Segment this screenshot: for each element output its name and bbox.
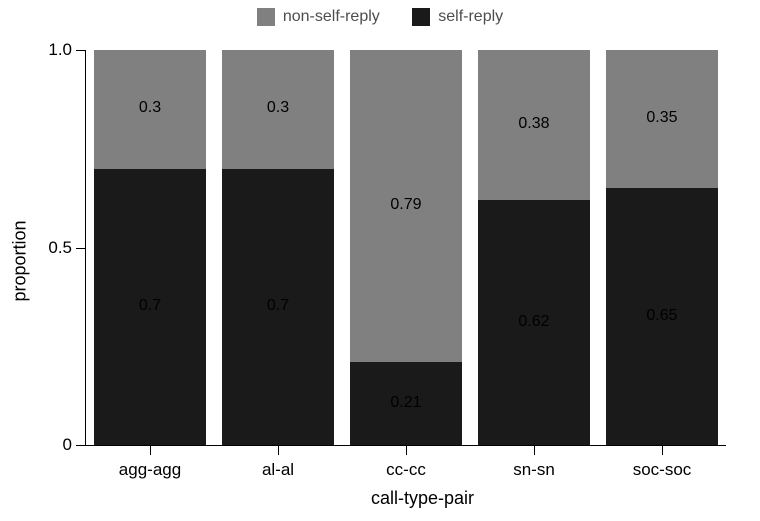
y-tick-label: 0.5 (48, 238, 72, 258)
x-tick-label: agg-agg (119, 460, 181, 480)
legend-swatch-self-reply (412, 8, 430, 26)
bar-value-non-self-reply: 0.3 (94, 99, 207, 117)
bar-agg-agg: 0.7 0.3 (94, 50, 207, 445)
y-tick (76, 50, 86, 51)
legend: non-self-reply self-reply (0, 8, 760, 31)
y-tick-label: 0 (63, 435, 72, 455)
y-tick-label: 1.0 (48, 40, 72, 60)
bar-al-al: 0.7 0.3 (222, 50, 335, 445)
bar-value-self-reply: 0.7 (94, 297, 207, 315)
plot-area: 00.51.00.70.3agg-agg0.70.3al-al0.210.79c… (85, 50, 726, 446)
bar-soc-soc: 0.65 0.35 (606, 50, 719, 445)
legend-label: self-reply (438, 8, 503, 26)
x-axis-label: call-type-pair (0, 488, 760, 509)
x-tick-label: al-al (262, 460, 294, 480)
x-tick-label: cc-cc (386, 460, 426, 480)
legend-label: non-self-reply (283, 8, 380, 26)
y-axis-label: proportion (10, 220, 31, 301)
x-tick-label: sn-sn (513, 460, 555, 480)
bar-value-non-self-reply: 0.35 (606, 109, 719, 127)
bar-value-self-reply: 0.62 (478, 313, 591, 331)
bar-value-non-self-reply: 0.79 (350, 196, 463, 214)
bar-value-self-reply: 0.65 (606, 307, 719, 325)
legend-swatch-non-self-reply (257, 8, 275, 26)
stacked-bar-chart: non-self-reply self-reply proportion 0 0.… (0, 0, 760, 521)
x-tick-label: soc-soc (633, 460, 692, 480)
bar-value-self-reply: 0.7 (222, 297, 335, 315)
x-tick (278, 445, 279, 455)
y-tick (76, 445, 86, 446)
bar-value-non-self-reply: 0.3 (222, 99, 335, 117)
x-tick (150, 445, 151, 455)
y-tick (76, 248, 86, 249)
bar-cc-cc: 0.21 0.79 (350, 50, 463, 445)
x-tick (406, 445, 407, 455)
x-tick (534, 445, 535, 455)
legend-item-non-self-reply: non-self-reply (257, 8, 380, 26)
bar-sn-sn: 0.62 0.38 (478, 50, 591, 445)
x-tick (662, 445, 663, 455)
legend-item-self-reply: self-reply (412, 8, 503, 26)
x-axis-label-text: call-type-pair (103, 488, 743, 509)
bar-value-non-self-reply: 0.38 (478, 115, 591, 133)
bar-value-self-reply: 0.21 (350, 394, 463, 412)
